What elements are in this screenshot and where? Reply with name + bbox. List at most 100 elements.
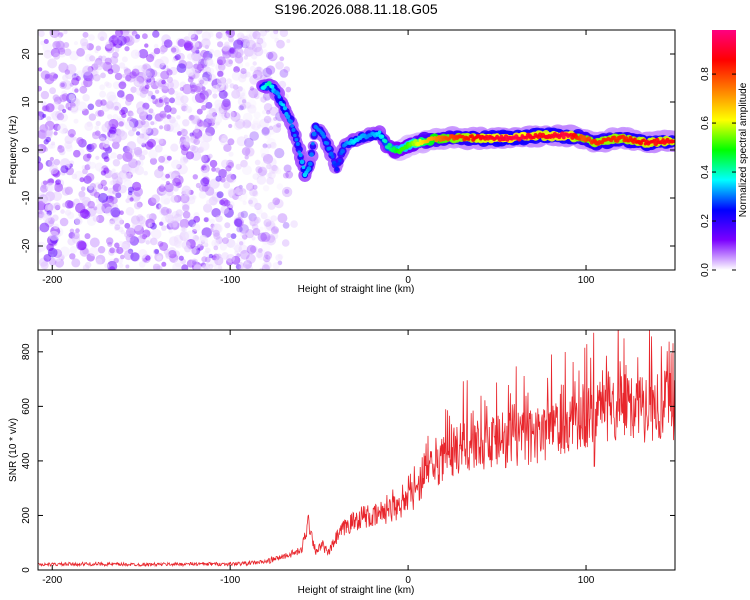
noise-blob [259, 118, 270, 129]
noise-blob [108, 220, 115, 226]
colorbar-axis: 0.0 0.2 0.4 0.6 0.8 [700, 67, 736, 277]
noise-blob [265, 216, 272, 223]
noise-blob [123, 68, 132, 76]
noise-blob [124, 231, 130, 238]
noise-blob [57, 145, 65, 153]
signal-mark [282, 106, 288, 111]
noise-blob [123, 179, 133, 189]
signal-mark [294, 137, 299, 142]
noise-blob [256, 38, 263, 45]
noise-blob [256, 175, 267, 185]
y-tick-label: 0 [21, 147, 32, 153]
noise-blob [257, 166, 268, 176]
noise-blob [150, 127, 159, 136]
noise-blob [261, 264, 270, 270]
noise-blob [237, 211, 245, 219]
noise-blob [158, 99, 163, 104]
noise-blob [93, 59, 102, 68]
noise-blob [199, 76, 209, 86]
noise-blob [192, 223, 201, 232]
noise-blob [250, 245, 259, 254]
noise-blob [76, 137, 84, 145]
noise-blob [285, 86, 292, 93]
noise-blob [240, 68, 247, 75]
noise-blob [89, 161, 96, 169]
x-tick-label: -100 [220, 575, 240, 586]
signal-mark [295, 145, 303, 153]
noise-blob [44, 204, 51, 211]
noise-blob [148, 149, 158, 159]
signal-mark [336, 162, 341, 166]
noise-blob [163, 124, 171, 132]
noise-blob [199, 141, 210, 151]
noise-blob [73, 41, 79, 46]
noise-blob [90, 142, 97, 150]
noise-blob [104, 146, 113, 154]
noise-blob [170, 122, 181, 133]
noise-blob [62, 108, 67, 114]
signal-mark [387, 142, 392, 148]
noise-blob [257, 232, 267, 242]
noise-blob [107, 99, 113, 105]
noise-blob [267, 51, 278, 62]
noise-blob [62, 74, 69, 82]
noise-blob [255, 34, 265, 45]
noise-blob [64, 200, 74, 209]
noise-blob [239, 103, 247, 110]
noise-blob [112, 190, 117, 195]
noise-blob [111, 101, 122, 112]
noise-blob [42, 42, 53, 53]
noise-blob [239, 249, 250, 260]
noise-blob [185, 230, 196, 241]
noise-blob [228, 151, 234, 157]
noise-blob [107, 68, 114, 75]
noise-blob [229, 48, 235, 54]
noise-blob [160, 70, 170, 80]
noise-blob [164, 182, 174, 193]
noise-blob [93, 74, 101, 82]
noise-blob [221, 100, 232, 111]
noise-blob [208, 253, 214, 259]
noise-blob [221, 111, 230, 121]
noise-blob [106, 91, 117, 102]
spectrogram-x-label: Height of straight line (km) [298, 284, 415, 295]
noise-blob [271, 226, 279, 235]
noise-blob [233, 120, 244, 131]
noise-blob [117, 172, 128, 183]
noise-blob [261, 153, 267, 159]
noise-blob [150, 121, 155, 126]
noise-blob [203, 203, 213, 213]
noise-blob [208, 31, 214, 38]
noise-blob [221, 134, 229, 142]
noise-blob [31, 161, 38, 168]
noise-blob [125, 207, 135, 216]
noise-blob [239, 71, 248, 79]
noise-blob [144, 43, 149, 48]
noise-blob [226, 232, 232, 239]
noise-blob [282, 222, 290, 229]
noise-blob [222, 237, 229, 245]
noise-blob [86, 73, 95, 82]
noise-blob [158, 138, 164, 144]
noise-blob [257, 92, 264, 99]
noise-blob [82, 31, 89, 38]
noise-blob [59, 81, 67, 89]
colorbar: 0.0 0.2 0.4 0.6 0.8 Normalized spectral ampl… [700, 30, 749, 277]
noise-blob [79, 85, 88, 94]
signal-mark [561, 135, 566, 140]
x-tick-label: 100 [578, 275, 595, 286]
noise-blob [257, 168, 263, 174]
noise-blob [268, 223, 275, 230]
noise-blob [174, 240, 183, 249]
noise-blob [124, 46, 130, 52]
noise-blob [266, 143, 272, 149]
noise-blob [239, 241, 244, 246]
noise-blob [200, 235, 208, 243]
noise-blob [275, 254, 283, 262]
noise-blob [74, 217, 83, 226]
noise-blob [200, 38, 211, 48]
noise-blob [267, 117, 273, 124]
signal-mark [307, 161, 313, 167]
noise-blob [121, 112, 127, 119]
noise-blob [290, 220, 298, 228]
